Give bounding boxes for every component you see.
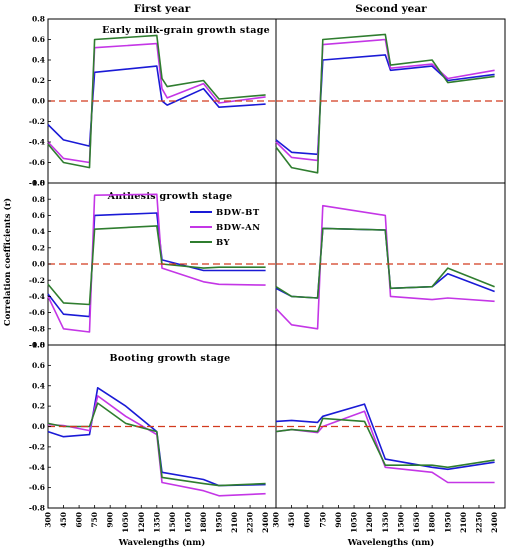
series-line-bdw-bt-early_second	[275, 54, 495, 156]
x-tick-label: 1500	[168, 512, 177, 533]
y-tick-label: 0.4	[32, 381, 45, 390]
y-tick-label: 0.6	[32, 211, 45, 220]
y-tick-label: 0.0	[32, 97, 45, 106]
series-line-by-booting_first	[47, 402, 266, 487]
x-tick-label: 1800	[428, 512, 437, 533]
panel-booting_second	[275, 344, 506, 509]
legend-label-by: BY	[216, 238, 231, 248]
series-line-by-anthesis_first	[47, 225, 266, 306]
x-tick-label: 1350	[381, 512, 390, 533]
x-axis-title-right: Wavelengths (nm)	[347, 537, 435, 548]
x-tick-label: 450	[59, 512, 68, 528]
y-tick-label: 0.8	[32, 195, 45, 204]
x-tick-label: 1200	[137, 512, 146, 533]
y-tick-label: -0.8	[29, 504, 45, 513]
x-tick-label: 2250	[246, 512, 255, 533]
series-line-bdw-an-early_first	[47, 42, 266, 164]
x-tick-label: 2100	[230, 512, 239, 533]
y-tick-label: -0.6	[29, 158, 45, 167]
x-tick-label: 1500	[396, 512, 405, 533]
series-line-bdw-an-booting_first	[47, 395, 266, 497]
series-line-bdw-an-anthesis_first	[47, 193, 266, 333]
x-tick-label: 900	[334, 512, 343, 528]
y-tick-label: 0.4	[32, 56, 45, 65]
y-tick-label: -0.4	[29, 463, 45, 472]
legend: BDW-BT BDW-AN BY	[190, 208, 261, 248]
series-line-by-early_first	[47, 34, 266, 169]
y-tick-label: -0.8	[29, 179, 45, 188]
y-tick-label: -0.2	[29, 442, 45, 451]
y-tick-label: 0.2	[32, 76, 45, 85]
y-tick-label: 0.0	[32, 422, 45, 431]
x-tick-label: 2250	[475, 512, 484, 533]
y-tick-label: -0.4	[29, 138, 45, 147]
x-tick-label: 1950	[443, 512, 452, 533]
y-tick-label: 0.2	[32, 243, 45, 252]
y-axis-title: Correlation coefficients (r)	[2, 198, 13, 326]
series-line-bdw-an-early_second	[275, 38, 495, 162]
y-tick-label: 0.0	[32, 260, 45, 269]
x-tick-label: 1800	[199, 512, 208, 533]
x-tick-label: 1650	[412, 512, 421, 533]
x-tick-label: 600	[75, 512, 84, 528]
y-tick-label: 0.2	[32, 402, 45, 411]
x-tick-label: 1950	[215, 512, 224, 533]
y-tick-label: 0.8	[32, 15, 45, 24]
y-tick-label: -0.2	[29, 117, 45, 126]
y-tick-label: -0.2	[29, 276, 45, 285]
x-tick-label: 750	[90, 512, 99, 528]
x-tick-label: 2400	[261, 512, 270, 533]
x-tick-label: 1200	[365, 512, 374, 533]
x-tick-label: 300	[44, 512, 53, 528]
series-line-bdw-an-anthesis_second	[275, 204, 495, 330]
y-tick-label: -0.6	[29, 308, 45, 317]
x-tick-label: 900	[106, 512, 115, 528]
x-tick-label: 300	[272, 512, 281, 528]
series-line-bdw-bt-booting_first	[47, 387, 266, 487]
series-line-by-anthesis_second	[275, 227, 495, 299]
x-tick-label: 1650	[183, 512, 192, 533]
panel-anthesis_second	[275, 182, 506, 346]
x-tick-label: 600	[303, 512, 312, 528]
stage-label-anthesis: Anthesis growth stage	[107, 191, 233, 202]
legend-label-bdw-bt: BDW-BT	[216, 208, 260, 218]
x-axis-title-left: Wavelengths (nm)	[118, 537, 206, 548]
y-tick-label: 0.4	[32, 227, 45, 236]
x-tick-label: 1050	[121, 512, 130, 533]
y-tick-label: 0.6	[32, 35, 45, 44]
panel-early_first	[47, 18, 277, 184]
column-title-second-year: Second year	[355, 3, 427, 15]
panel-early_second	[275, 18, 506, 184]
series-line-bdw-bt-booting_second	[275, 403, 495, 471]
y-tick-label: -0.6	[29, 483, 45, 492]
y-tick-label: 0.6	[32, 361, 45, 370]
series-line-by-early_second	[275, 33, 495, 174]
series-line-bdw-bt-anthesis_first	[47, 212, 266, 318]
y-tick-label: 1.0	[32, 179, 45, 188]
stage-label-early: Early milk-grain growth stage	[102, 25, 270, 36]
y-tick-label: -0.8	[29, 324, 45, 333]
series-line-by-booting_second	[275, 417, 495, 469]
x-tick-label: 450	[287, 512, 296, 528]
x-tick-label: 1350	[152, 512, 161, 533]
series-line-bdw-bt-early_first	[47, 65, 266, 147]
x-tick-label: 750	[318, 512, 327, 528]
y-tick-label: 0.8	[32, 341, 45, 350]
panel-booting_first	[47, 344, 277, 509]
y-tick-label: -1.0	[29, 341, 45, 350]
legend-label-bdw-an: BDW-AN	[216, 223, 261, 233]
x-tick-label: 2400	[490, 512, 499, 533]
x-tick-label: 2100	[459, 512, 468, 533]
y-tick-label: -0.4	[29, 292, 45, 301]
stage-label-booting: Booting growth stage	[110, 353, 231, 364]
column-title-first-year: First year	[134, 3, 191, 15]
x-tick-label: 1050	[350, 512, 359, 533]
